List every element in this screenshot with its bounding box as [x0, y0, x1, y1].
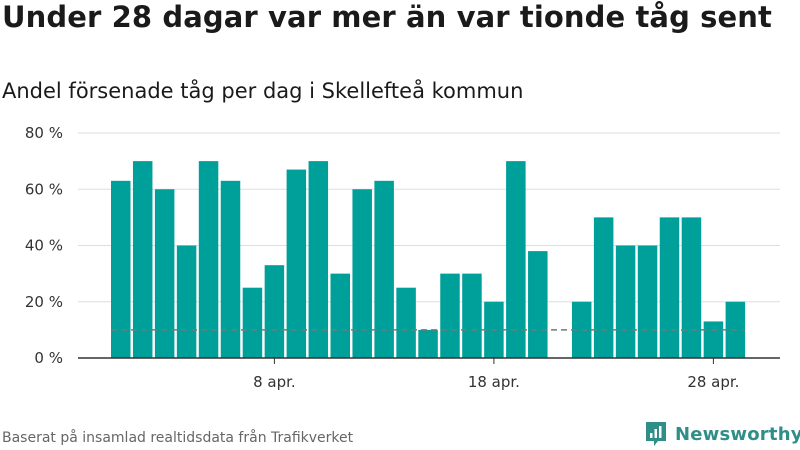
bar [198, 161, 219, 358]
bar [506, 161, 526, 358]
bar [528, 251, 548, 358]
bar [264, 265, 285, 358]
bar [681, 217, 702, 358]
x-tick-label: 28 apr. [687, 373, 739, 391]
bar [637, 245, 658, 358]
bar-chart: 0 % 20 % 40 % 60 % 80 % 8 apr. 18 apr. 28 apr. [25, 124, 780, 391]
chart-subtitle: Andel försenade tåg per dag i Skellefteå… [2, 79, 524, 103]
bar [659, 217, 680, 358]
y-tick-label: 0 % [34, 349, 63, 367]
bar [176, 245, 197, 358]
y-tick-label: 40 % [25, 237, 63, 255]
y-tick-label: 80 % [25, 124, 63, 142]
x-tick-label: 18 apr. [468, 373, 520, 391]
bar [242, 287, 263, 358]
source-note: Baserat på insamlad realtidsdata från Tr… [2, 430, 354, 446]
bar [418, 329, 438, 358]
bar [220, 180, 241, 358]
bar [132, 161, 153, 358]
bar [111, 180, 131, 358]
newsworthy-logo-icon [646, 422, 666, 446]
x-tick-label: 8 apr. [253, 373, 296, 391]
newsworthy-logo-text: Newsworthy [675, 423, 800, 445]
y-tick-label: 20 % [25, 293, 63, 311]
bar [308, 161, 329, 358]
bar [330, 273, 350, 358]
bar [703, 321, 724, 358]
bar [615, 245, 636, 358]
newsworthy-logo: Newsworthy [644, 420, 800, 448]
bar [396, 287, 416, 358]
bar [352, 189, 372, 358]
y-tick-label: 60 % [25, 180, 63, 198]
bar [593, 217, 614, 358]
bar [154, 189, 175, 358]
bar [286, 169, 307, 358]
chart-title: Under 28 dagar var mer än var tionde tåg… [2, 0, 772, 34]
bar [462, 273, 482, 358]
bar [440, 273, 460, 358]
bar [374, 180, 394, 358]
